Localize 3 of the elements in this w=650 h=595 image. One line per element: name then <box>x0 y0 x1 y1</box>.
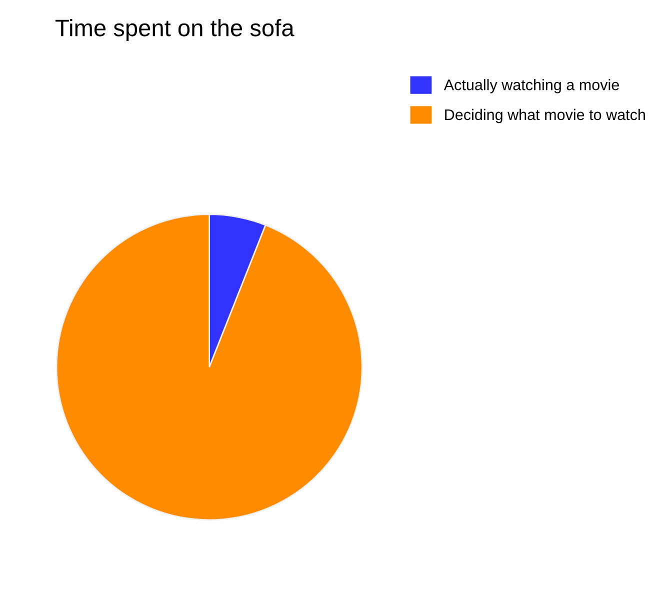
chart-title: Time spent on the sofa <box>56 18 294 42</box>
legend-label: Deciding what movie to watch <box>445 108 645 124</box>
legend-label: Actually watching a movie <box>444 79 619 94</box>
